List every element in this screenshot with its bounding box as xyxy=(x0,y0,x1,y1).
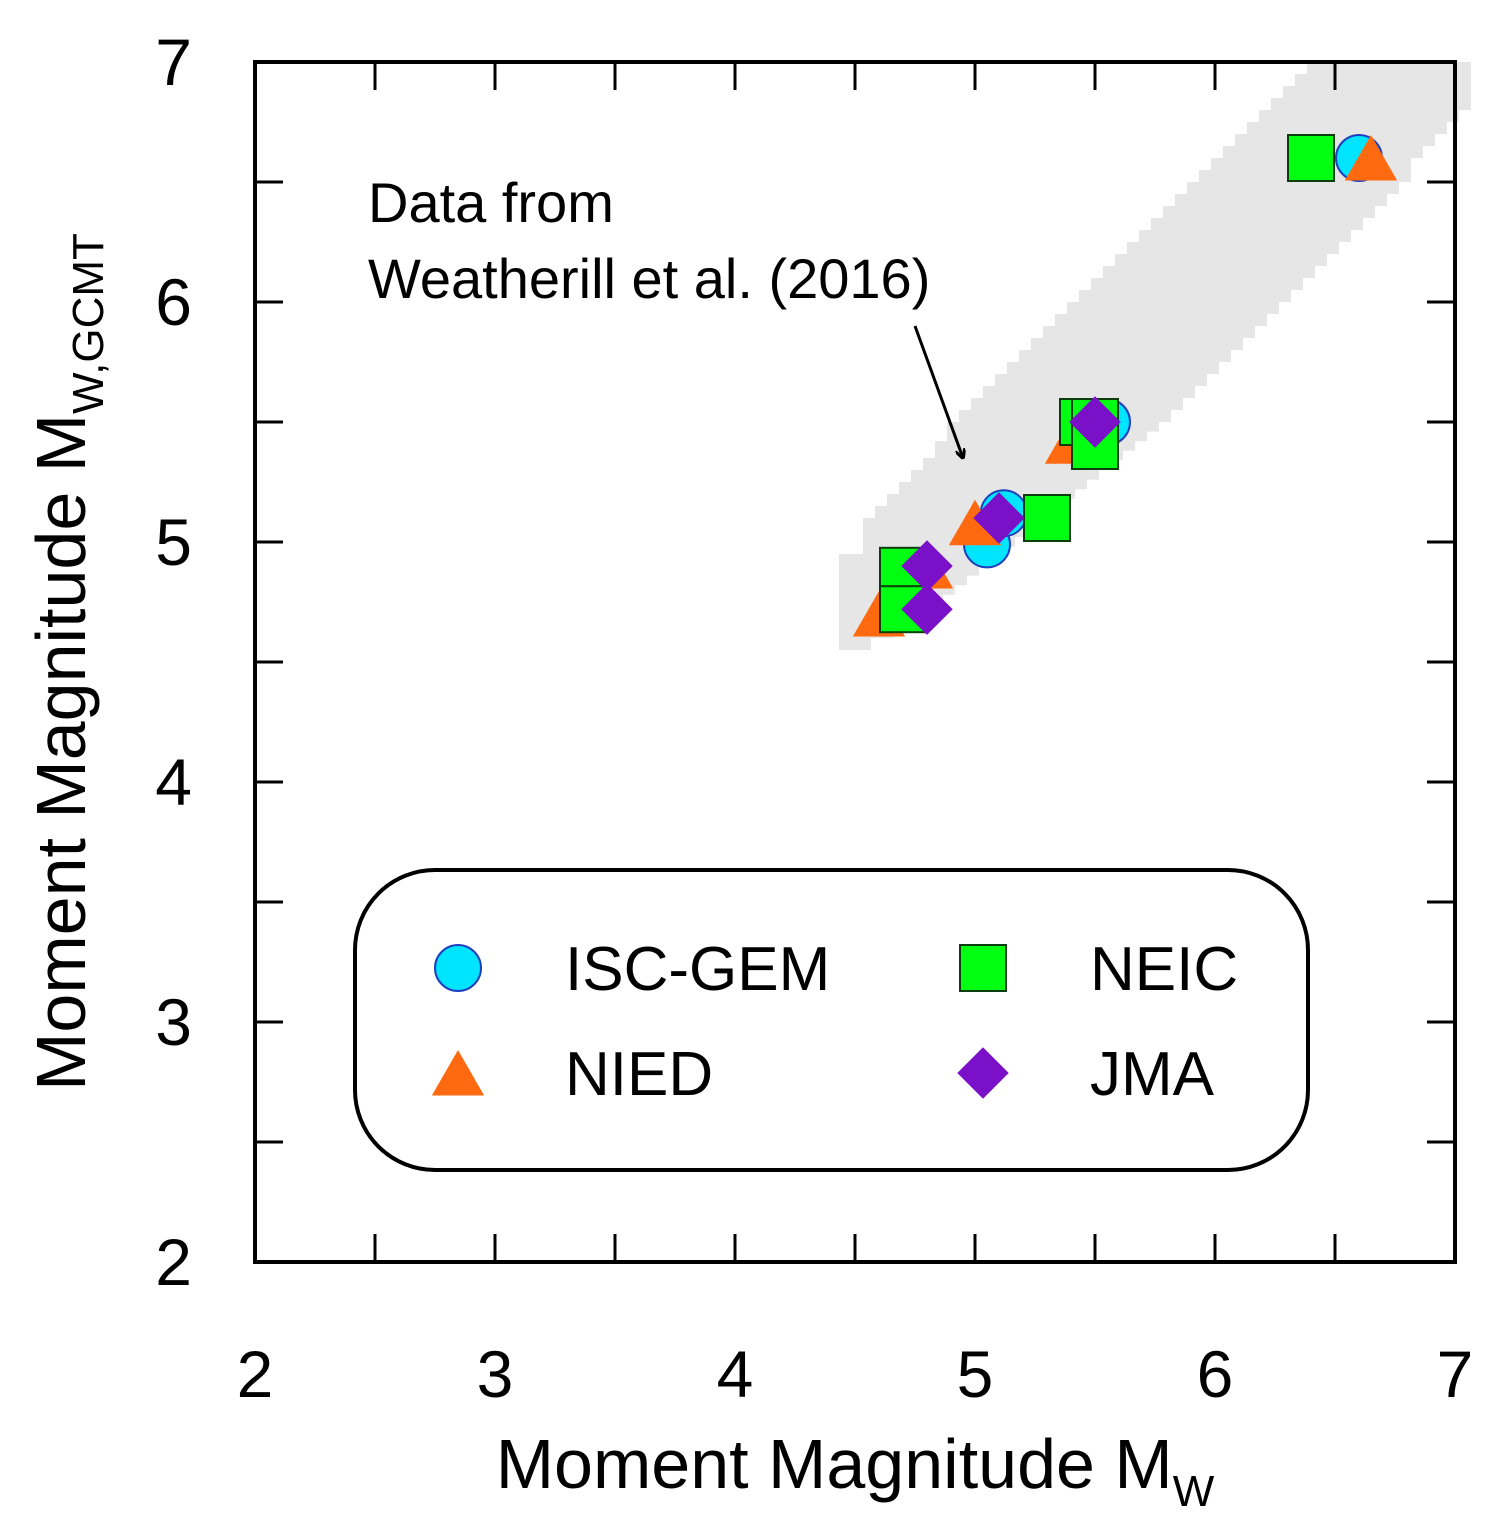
y-axis-title-main: Moment Magnitude M xyxy=(22,414,100,1091)
point-jma xyxy=(901,583,953,635)
annotation-arrow xyxy=(913,325,963,458)
point-jma xyxy=(973,492,1025,544)
point-neic xyxy=(1287,134,1335,182)
x-tick-label: 7 xyxy=(1437,1337,1474,1411)
legend-label-jma: JMA xyxy=(1090,1040,1215,1109)
y-axis-title-subscript: W,GCMT xyxy=(64,233,113,414)
x-tick-label: 4 xyxy=(717,1337,754,1411)
legend-marker-isc-gem xyxy=(434,944,482,992)
x-tick-label: 2 xyxy=(237,1337,274,1411)
x-axis-title-main: Moment Magnitude M xyxy=(496,1425,1173,1503)
legend-marker-neic xyxy=(959,944,1007,992)
legend: ISC-GEM NEIC NIED JMA xyxy=(353,868,1310,1172)
x-tick-label: 3 xyxy=(477,1337,514,1411)
point-jma xyxy=(901,540,953,592)
x-tick-label: 6 xyxy=(1197,1337,1234,1411)
annotation: Data from Weatherill et al. (2016) xyxy=(368,171,963,458)
legend-box xyxy=(353,868,1310,1172)
y-tick-label: 5 xyxy=(155,505,192,579)
legend-label-neic: NEIC xyxy=(1090,935,1238,1004)
data-points xyxy=(852,134,1398,637)
x-tick-label: 5 xyxy=(957,1337,994,1411)
point-jma xyxy=(1069,396,1121,448)
y-axis-title: Moment Magnitude MW,GCMT xyxy=(22,233,113,1091)
legend-marker-jma xyxy=(957,1047,1009,1099)
x-axis-title: Moment Magnitude MW xyxy=(496,1425,1215,1516)
y-tick-label: 7 xyxy=(155,25,192,99)
legend-marker-nied xyxy=(431,1049,485,1096)
y-tick-label: 6 xyxy=(155,265,192,339)
annotation-text-line: Data from xyxy=(368,171,614,234)
y-tick-label: 3 xyxy=(155,985,192,1059)
legend-label-isc-gem: ISC-GEM xyxy=(565,935,830,1004)
point-neic xyxy=(1023,494,1071,542)
point-nied xyxy=(1344,134,1398,181)
y-tick-label: 4 xyxy=(155,745,192,819)
y-tick-label: 2 xyxy=(155,1225,192,1299)
x-axis-title-subscript: W xyxy=(1173,1467,1215,1516)
legend-label-nied: NIED xyxy=(565,1040,713,1109)
annotation-text-line: Weatherill et al. (2016) xyxy=(368,247,930,310)
